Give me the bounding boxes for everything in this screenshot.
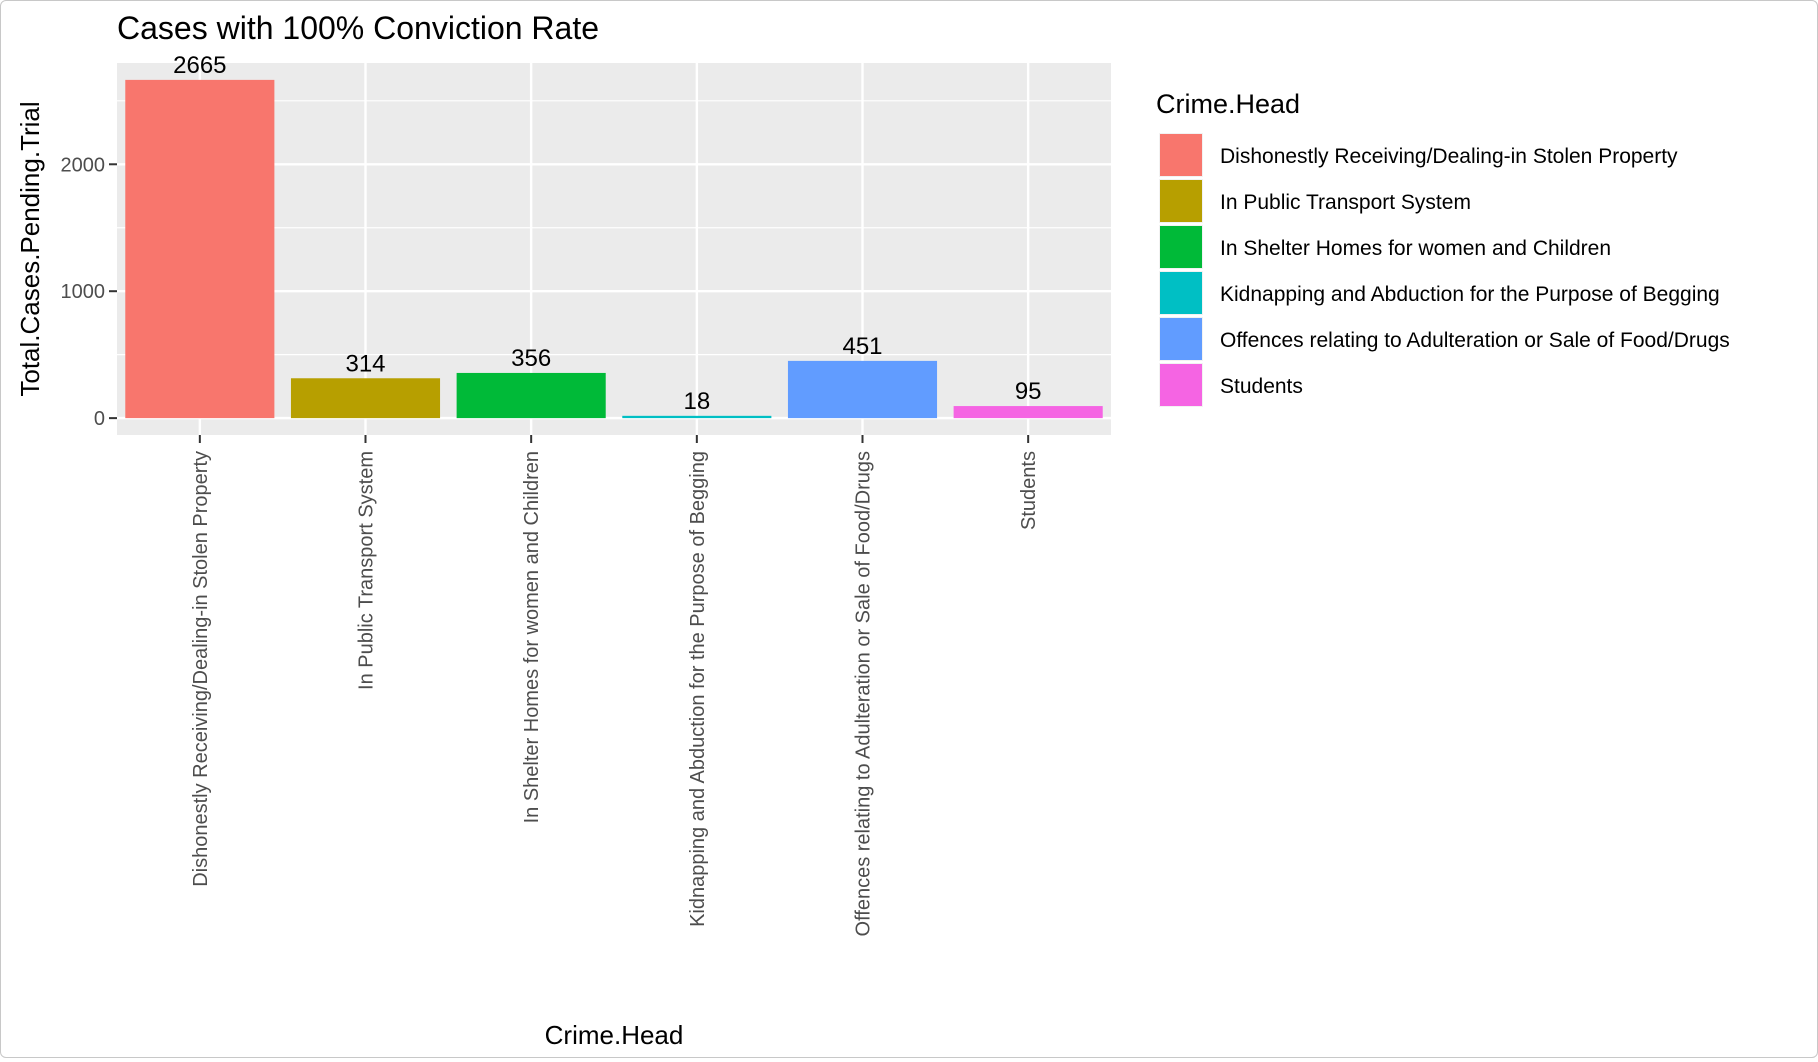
x-axis: Dishonestly Receiving/Dealing-in Stolen … (190, 435, 1040, 936)
legend-swatch (1160, 272, 1202, 314)
legend-label: In Shelter Homes for women and Children (1220, 237, 1611, 260)
bar (787, 360, 938, 419)
legend-title: Crime.Head (1156, 89, 1300, 119)
y-tick-label: 0 (94, 408, 105, 430)
x-axis-title: Crime.Head (545, 1020, 684, 1050)
x-tick-label: Kidnapping and Abduction for the Purpose… (687, 451, 709, 927)
legend-swatch (1160, 226, 1202, 268)
y-tick-label: 1000 (61, 281, 106, 303)
bar-value-label: 451 (842, 333, 882, 360)
legend-swatch (1160, 364, 1202, 406)
bar (622, 415, 772, 419)
bar-value-label: 356 (511, 345, 551, 372)
legend-label: In Public Transport System (1220, 191, 1471, 214)
y-tick-label: 2000 (61, 154, 106, 176)
y-axis-title: Total.Cases.Pending.Trial (15, 101, 45, 396)
x-tick-label: Offences relating to Adulteration or Sal… (853, 451, 875, 936)
chart-title: Cases with 100% Conviction Rate (117, 10, 599, 46)
legend-label: Kidnapping and Abduction for the Purpose… (1220, 283, 1720, 306)
bar-value-label: 18 (683, 388, 710, 415)
legend-swatch (1160, 134, 1202, 176)
y-axis: 0 1000 2000 (61, 154, 117, 430)
x-tick-label: In Public Transport System (356, 451, 378, 690)
plot-panel (117, 63, 1111, 435)
data-labels: 2665 314 356 18 451 95 (173, 52, 1041, 415)
bars (125, 79, 1103, 419)
bar-value-label: 2665 (173, 52, 226, 79)
x-tick-label: Students (1018, 451, 1040, 530)
x-tick-label: In Shelter Homes for women and Children (521, 451, 543, 823)
minor-gridlines (117, 100, 1111, 356)
legend-swatch (1160, 180, 1202, 222)
bar-value-label: 314 (345, 350, 385, 377)
legend-label: Students (1220, 375, 1303, 398)
legend-label: Offences relating to Adulteration or Sal… (1220, 329, 1730, 352)
legend-swatch (1160, 318, 1202, 360)
bar (125, 79, 275, 419)
bar (456, 372, 606, 419)
bar (290, 378, 441, 419)
x-tick-label: Dishonestly Receiving/Dealing-in Stolen … (190, 451, 212, 887)
bar (953, 406, 1103, 419)
legend: Crime.Head Dishonestly Receiving/Dealing… (1156, 89, 1730, 407)
bar-value-label: 95 (1015, 378, 1042, 405)
legend-label: Dishonestly Receiving/Dealing-in Stolen … (1220, 145, 1678, 168)
